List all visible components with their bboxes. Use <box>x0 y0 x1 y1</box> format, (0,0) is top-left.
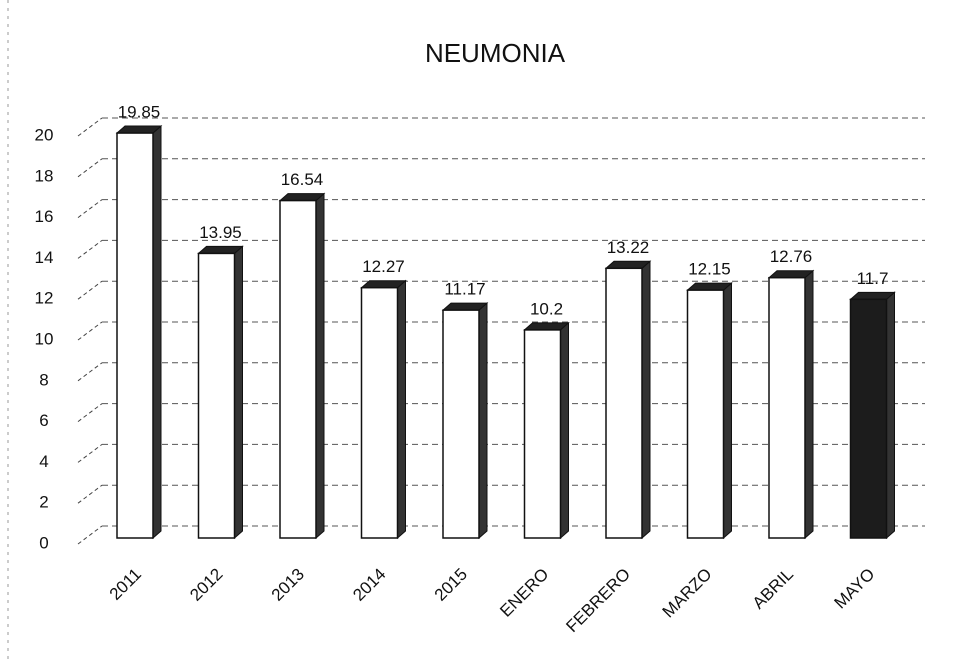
bar-top <box>686 282 733 291</box>
bar-top <box>115 125 163 134</box>
bar-side <box>641 260 651 540</box>
bar <box>605 267 643 539</box>
bar-side <box>397 279 406 540</box>
y-tick-label: 8 <box>39 370 48 389</box>
data-label: 10.2 <box>530 299 563 318</box>
bar-side <box>152 124 162 540</box>
grid-diagonal <box>77 403 103 423</box>
data-label: 11.17 <box>444 280 485 299</box>
bar-top <box>767 270 815 279</box>
data-label: 12.76 <box>770 247 813 266</box>
y-tick-label: 18 <box>35 166 54 185</box>
data-label: 19.85 <box>118 103 161 122</box>
grid-diagonal <box>77 525 103 545</box>
grid-diagonal <box>77 280 103 300</box>
bar-side <box>234 245 243 540</box>
bar-side <box>560 321 569 540</box>
bar-top <box>849 291 896 300</box>
grid-diagonal <box>77 199 103 219</box>
bar <box>768 276 806 539</box>
grid-diagonal <box>77 484 103 504</box>
bar <box>849 298 888 539</box>
data-label: 12.27 <box>362 257 405 276</box>
grid-diagonal <box>77 443 103 463</box>
bar-top <box>523 322 570 331</box>
y-tick-label: 4 <box>39 452 48 471</box>
bar <box>442 309 480 539</box>
grid-diagonal <box>77 239 103 259</box>
bar-side <box>723 282 732 540</box>
data-label: 11.7 <box>857 269 889 288</box>
y-tick-label: 16 <box>35 207 54 226</box>
y-tick-label: 2 <box>39 493 48 512</box>
bar-top <box>441 302 489 311</box>
bar <box>523 329 562 539</box>
grid-diagonal <box>77 117 103 137</box>
bar <box>360 286 399 539</box>
bar <box>197 252 236 539</box>
y-tick-label: 20 <box>35 125 54 144</box>
bar-side <box>315 192 325 540</box>
grid-diagonal <box>77 321 103 341</box>
y-tick-label: 6 <box>39 411 48 430</box>
bar-side <box>804 269 814 540</box>
y-tick-label: 10 <box>35 329 54 348</box>
y-tick-label: 0 <box>39 533 48 552</box>
bar-top <box>278 193 326 202</box>
data-label: 13.22 <box>607 238 650 257</box>
bar-top <box>360 280 407 289</box>
chart-title: NEUMONIA <box>425 38 566 68</box>
data-label: 13.95 <box>199 223 242 242</box>
bar <box>686 289 725 539</box>
data-label: 12.15 <box>688 260 731 279</box>
bar <box>279 199 317 539</box>
bar-side <box>886 291 895 540</box>
grid-diagonal <box>77 158 103 178</box>
data-label: 16.54 <box>281 170 324 189</box>
y-tick-label: 12 <box>35 289 54 308</box>
bar-top <box>604 260 652 269</box>
grid-diagonal <box>77 362 103 382</box>
y-tick-label: 14 <box>35 248 54 267</box>
bar <box>116 132 154 539</box>
bar-top <box>197 245 244 254</box>
bar-side <box>478 302 488 540</box>
